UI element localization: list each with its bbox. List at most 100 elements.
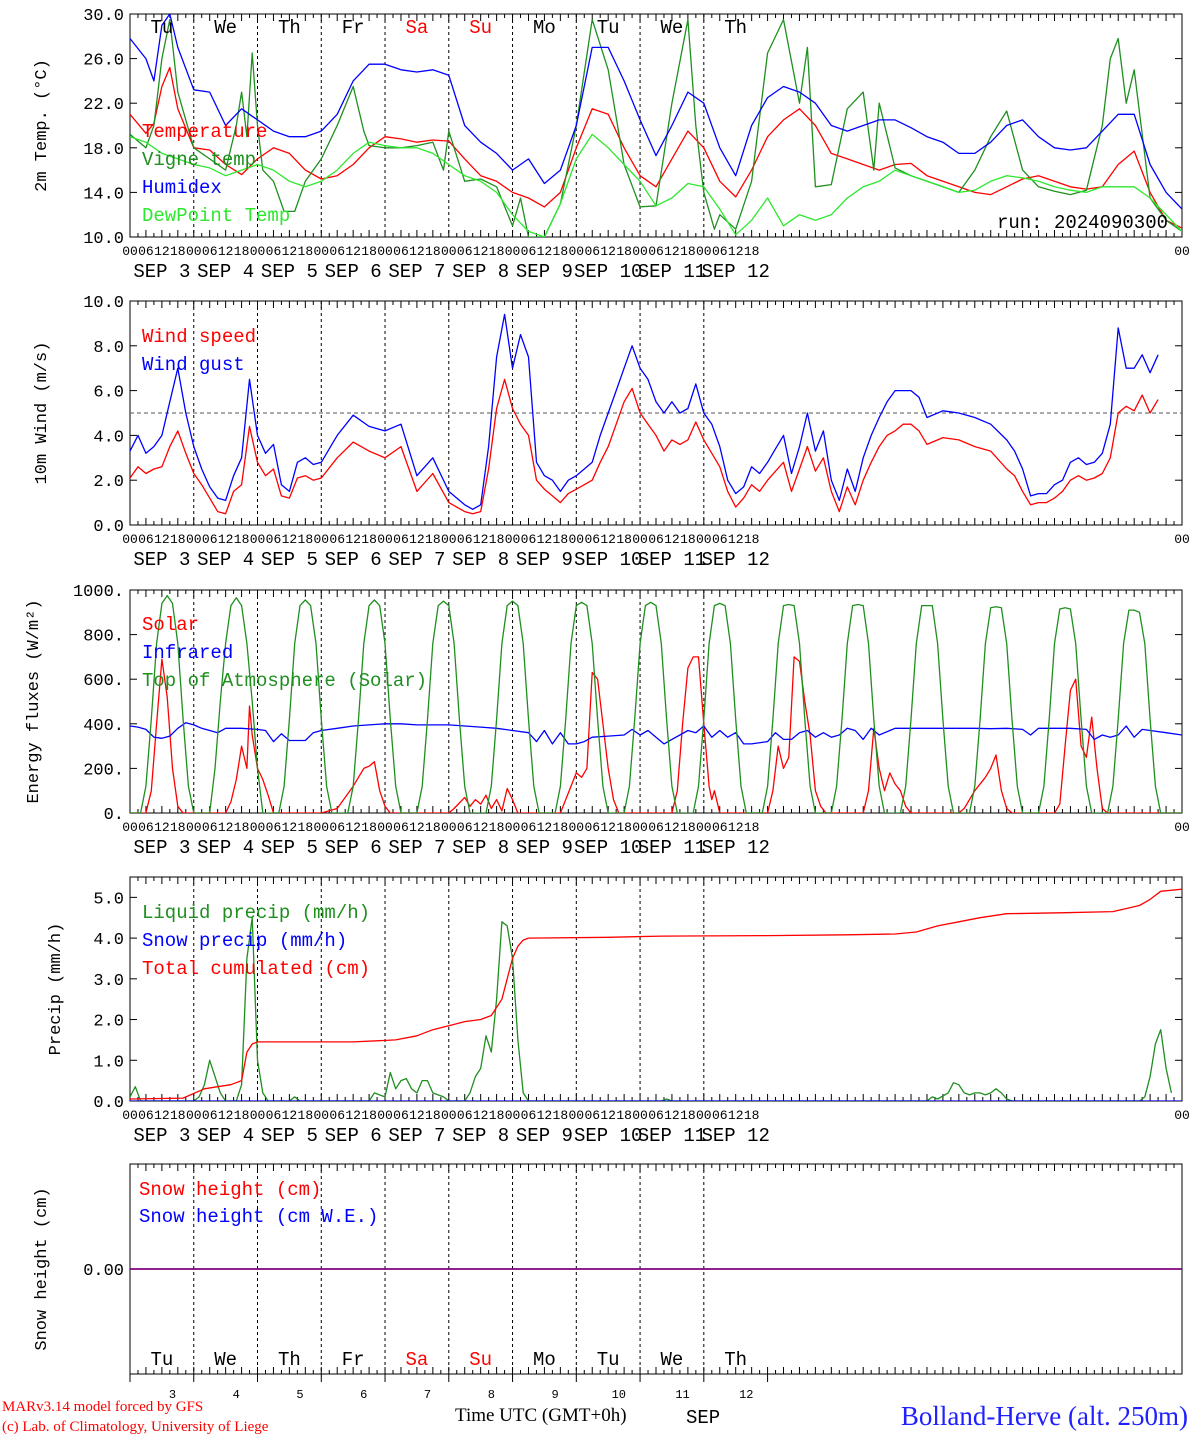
hour-label: 18 — [234, 820, 250, 835]
series-line-temperature — [130, 66, 1182, 229]
xaxis-month: SEP — [686, 1407, 720, 1429]
date-label: SEP 11 — [638, 549, 706, 571]
hour-label: 00 — [377, 532, 393, 547]
hour-label: 18 — [680, 1108, 696, 1123]
legend-infrared: Infrared — [142, 642, 233, 664]
hour-label: 18 — [234, 532, 250, 547]
hour-label: 18 — [170, 244, 186, 259]
hour-label: 12 — [537, 244, 553, 259]
y-tick-label: 5.0 — [93, 890, 124, 909]
hour-label: 06 — [329, 532, 345, 547]
hour-label: 18 — [616, 244, 632, 259]
day-number-label: 12 — [739, 1388, 753, 1402]
day-number-label: 10 — [612, 1388, 626, 1402]
credit-lab: (c) Lab. of Climatology, University of L… — [2, 1419, 269, 1435]
y-axis-label: 10m Wind (m/s) — [33, 342, 52, 485]
y-tick-label: 8.0 — [93, 339, 124, 358]
hour-label: 00 — [377, 820, 393, 835]
hour-label: 06 — [202, 820, 218, 835]
hour-label: 12 — [537, 1108, 553, 1123]
panel-precip: 0.0 1.0 2.0 3.0 4.0 5.0 Precip (mm/h) Liquid pr… — [47, 876, 1190, 1147]
hour-label: 00 — [186, 820, 202, 835]
date-label: SEP 3 — [133, 549, 190, 571]
series-line-solar — [130, 656, 1182, 813]
hour-label: 06 — [584, 244, 600, 259]
date-label: SEP 7 — [388, 549, 445, 571]
hour-label: 06 — [648, 1108, 664, 1123]
y-tick-label: 800. — [83, 628, 124, 647]
date-label: SEP 9 — [516, 1125, 573, 1147]
weekday-label-top: We — [661, 17, 684, 39]
hour-label: 00 — [313, 532, 329, 547]
hour-label: 12 — [409, 244, 425, 259]
hour-label: 18 — [425, 244, 441, 259]
hour-label: 00 — [632, 820, 648, 835]
weekday-label-bottom: Th — [278, 1349, 301, 1371]
date-label: SEP 12 — [701, 1125, 769, 1147]
legend-snow-height-cm-: Snow height (cm) — [139, 1179, 321, 1201]
hour-label: 18 — [553, 1108, 569, 1123]
hour-label: 18 — [425, 1108, 441, 1123]
hour-label: 06 — [648, 244, 664, 259]
panel-wind: 0.0 2.0 4.0 6.0 8.0 10.0 10m Wind (m/s) Wind sp… — [33, 294, 1190, 571]
hour-label: 00 — [313, 244, 329, 259]
hour-label: 12 — [473, 244, 489, 259]
day-number-label: 6 — [360, 1388, 367, 1402]
y-tick-label: 4.0 — [93, 428, 124, 447]
hour-label: 18 — [489, 532, 505, 547]
legend-dewpoint-temp: DewPoint Temp — [142, 205, 290, 227]
hour-label: 18 — [744, 244, 760, 259]
date-label: SEP 8 — [452, 549, 509, 571]
hour-label: 12 — [537, 532, 553, 547]
y-tick-label: 3.0 — [93, 972, 124, 991]
legend-total-cumulated-cm-: Total cumulated (cm) — [142, 958, 370, 980]
y-tick-label: 4.0 — [93, 931, 124, 950]
y-tick-label: 10.0 — [83, 230, 124, 249]
hour-label: 06 — [457, 820, 473, 835]
hour-label: 18 — [489, 244, 505, 259]
hour-label: 12 — [409, 532, 425, 547]
hour-label: 00 — [568, 532, 584, 547]
y-tick-label: 1.0 — [93, 1053, 124, 1072]
hour-label: 06 — [712, 1108, 728, 1123]
hour-label: 18 — [744, 1108, 760, 1123]
hour-label: 06 — [584, 1108, 600, 1123]
y-tick-label: 0. — [104, 806, 124, 825]
hour-label: 12 — [409, 1108, 425, 1123]
hour-label: 12 — [218, 1108, 234, 1123]
hour-label: 18 — [744, 820, 760, 835]
date-label: SEP 3 — [133, 261, 190, 283]
hour-label: 12 — [282, 1108, 298, 1123]
hour-label: 00 — [1174, 1108, 1190, 1123]
hour-label: 18 — [553, 244, 569, 259]
legend-wind-gust: Wind gust — [142, 354, 245, 376]
hour-label: 12 — [345, 532, 361, 547]
hour-label: 18 — [425, 532, 441, 547]
series-group — [130, 594, 1182, 813]
y-tick-label: 10.0 — [83, 294, 124, 313]
series-line-wind-gust — [130, 313, 1159, 510]
y-axis-label: Energy fluxes (W/m²) — [25, 599, 44, 803]
hour-label: 00 — [250, 244, 266, 259]
hour-label: 18 — [616, 532, 632, 547]
date-label: SEP 11 — [638, 837, 706, 859]
hour-label: 12 — [218, 532, 234, 547]
hour-label: 06 — [138, 244, 154, 259]
hour-label: 06 — [457, 1108, 473, 1123]
date-label: SEP 4 — [197, 261, 254, 283]
hour-label: 18 — [298, 820, 314, 835]
hour-label: 12 — [473, 1108, 489, 1123]
xaxis-title: Time UTC (GMT+0h) — [455, 1405, 627, 1426]
hour-label: 12 — [728, 1108, 744, 1123]
series-group — [130, 14, 1182, 237]
date-label: SEP 8 — [452, 1125, 509, 1147]
hour-label: 18 — [361, 1108, 377, 1123]
y-tick-label: 400. — [83, 717, 124, 736]
hour-label: 12 — [664, 532, 680, 547]
series-line-humidex — [130, 14, 1182, 210]
weekday-label-bottom: Th — [724, 1349, 747, 1371]
hour-label: 06 — [202, 1108, 218, 1123]
date-label: SEP 8 — [452, 261, 509, 283]
weekday-label-top: Mo — [533, 17, 556, 39]
